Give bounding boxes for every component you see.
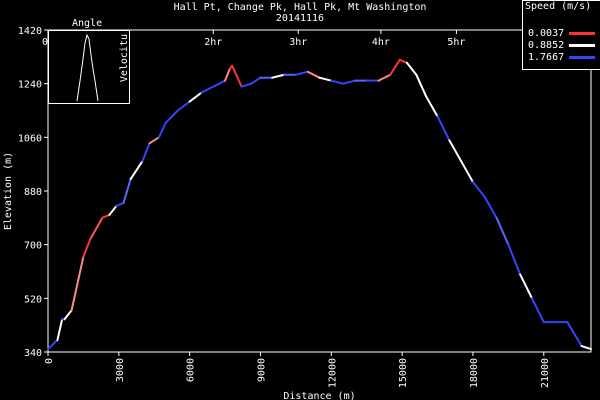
elevation-segment-35 — [377, 73, 392, 82]
time-tick-label-1: 2hr — [204, 37, 222, 48]
legend-title: Speed (m/s) — [525, 1, 592, 12]
elevation-segment-23 — [240, 82, 253, 88]
elevation-segment-48 — [519, 273, 533, 300]
x-tick-label-5: 15000 — [398, 358, 409, 388]
elevation-segment-30 — [318, 76, 333, 82]
elevation-segment-32 — [342, 79, 356, 85]
legend-label-0: 0.0037 — [528, 28, 565, 39]
inset-trace — [76, 33, 99, 102]
y-tick-label-6: 1420 — [18, 26, 42, 37]
x-tick-label-0: 0 — [44, 358, 55, 364]
inset-plot — [76, 33, 99, 102]
legend-label-1: 0.8852 — [528, 40, 565, 51]
elevation-segment-49 — [530, 297, 545, 324]
y-tick-label-2: 700 — [24, 241, 42, 252]
elevation-segment-6 — [89, 216, 104, 240]
elevation-segment-51 — [566, 321, 583, 348]
y-tick-label-1: 520 — [24, 294, 42, 305]
elevation-segment-9 — [115, 201, 125, 207]
time-tick-label-4: 5hr — [447, 37, 465, 48]
elevation-segment-8 — [108, 204, 118, 216]
elevation-segment-19 — [212, 79, 227, 88]
elevation-segment-37 — [398, 58, 408, 64]
elevation-segment-15 — [165, 109, 179, 124]
legend-swatch-0 — [569, 32, 595, 35]
elevation-segment-36 — [389, 58, 401, 76]
elevation-segment-39 — [415, 73, 427, 97]
x-tick-label-6: 18000 — [469, 358, 480, 388]
elevation-segment-1 — [56, 318, 64, 342]
elevation-segment-26 — [271, 73, 286, 79]
elevation-segment-10 — [122, 178, 132, 204]
elevation-segment-13 — [148, 136, 160, 145]
elevation-segment-28 — [294, 70, 309, 76]
elevation-segment-11 — [129, 160, 144, 181]
inset-side-label: Velocitu — [119, 34, 130, 83]
elevation-segment-0 — [47, 339, 59, 351]
elevation-segment-52 — [580, 345, 592, 351]
elevation-segment-29 — [306, 70, 321, 79]
legend-swatch-1 — [569, 44, 595, 47]
y-tick-label-3: 880 — [24, 187, 42, 198]
elevation-segment-17 — [188, 91, 203, 103]
elevation-segment-24 — [250, 76, 262, 85]
x-axis-label: Distance (m) — [283, 391, 355, 400]
elevation-segment-40 — [424, 94, 439, 118]
elevation-segment-18 — [200, 85, 215, 94]
elevation-segment-42 — [448, 139, 463, 163]
x-tick-label-1: 3000 — [115, 358, 126, 382]
elevation-segment-7 — [101, 213, 111, 219]
time-tick-label-3: 4hr — [372, 37, 390, 48]
elevation-segment-5 — [82, 237, 92, 258]
legend-swatch-2 — [569, 56, 595, 59]
elevation-segment-47 — [507, 243, 522, 276]
elevation-segment-20 — [224, 67, 231, 82]
elevation-segment-43 — [460, 160, 474, 184]
x-tick-label-4: 12000 — [327, 358, 338, 388]
elevation-segment-44 — [471, 181, 486, 198]
elevation-segment-38 — [405, 61, 418, 76]
elevation-segment-14 — [157, 121, 168, 139]
elevation-segment-41 — [436, 115, 451, 142]
elevation-segment-3 — [63, 309, 73, 321]
x-tick-label-2: 6000 — [186, 358, 197, 382]
chart-title: Hall Pt, Change Pk, Hall Pk, Mt Washingt… — [173, 2, 427, 13]
elevation-segment-4 — [70, 255, 85, 312]
x-tick-label-7: 21000 — [540, 358, 551, 388]
chart-subtitle: 20141116 — [275, 13, 325, 24]
elevation-segment-31 — [330, 79, 345, 85]
x-tick-label-3: 9000 — [256, 358, 267, 382]
y-axis-label: Elevation (m) — [3, 152, 14, 230]
elevation-segment-45 — [483, 195, 498, 219]
y-tick-label-5: 1240 — [18, 80, 42, 91]
elevation-segment-16 — [176, 100, 191, 112]
elevation-segment-12 — [141, 142, 151, 163]
legend-label-2: 1.7667 — [528, 52, 565, 63]
y-tick-label-4: 1060 — [18, 133, 42, 144]
y-tick-label-0: 340 — [24, 348, 42, 359]
time-tick-label-2: 3hr — [289, 37, 307, 48]
inset-title: Angle — [72, 18, 103, 29]
elevation-segment-22 — [231, 64, 243, 88]
angle-velocity-inset — [48, 30, 130, 104]
elevation-segment-46 — [495, 216, 510, 246]
